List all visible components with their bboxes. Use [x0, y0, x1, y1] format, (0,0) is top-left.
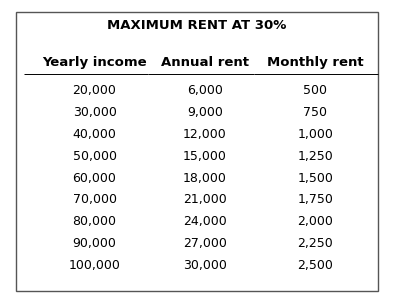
Text: 50,000: 50,000	[72, 150, 117, 163]
Text: 18,000: 18,000	[183, 172, 227, 185]
Text: 6,000: 6,000	[187, 85, 223, 97]
Text: 2,000: 2,000	[297, 215, 333, 228]
Text: 100,000: 100,000	[69, 259, 121, 272]
Text: Yearly income: Yearly income	[42, 56, 147, 68]
Text: 21,000: 21,000	[183, 194, 227, 206]
Text: 30,000: 30,000	[72, 106, 117, 119]
Text: 1,750: 1,750	[297, 194, 333, 206]
Text: Annual rent: Annual rent	[161, 56, 249, 68]
Text: 24,000: 24,000	[183, 215, 227, 228]
Text: 27,000: 27,000	[183, 237, 227, 250]
Text: 1,000: 1,000	[297, 128, 333, 141]
Text: 1,500: 1,500	[297, 172, 333, 185]
Text: 500: 500	[303, 85, 327, 97]
Text: 30,000: 30,000	[183, 259, 227, 272]
Text: 12,000: 12,000	[183, 128, 227, 141]
Text: Monthly rent: Monthly rent	[267, 56, 364, 68]
Text: 2,500: 2,500	[297, 259, 333, 272]
Text: 40,000: 40,000	[72, 128, 117, 141]
FancyBboxPatch shape	[16, 12, 378, 291]
Text: 60,000: 60,000	[72, 172, 117, 185]
Text: 70,000: 70,000	[72, 194, 117, 206]
Text: 750: 750	[303, 106, 327, 119]
Text: 9,000: 9,000	[187, 106, 223, 119]
Text: MAXIMUM RENT AT 30%: MAXIMUM RENT AT 30%	[107, 19, 287, 32]
Text: 20,000: 20,000	[72, 85, 117, 97]
Text: 1,250: 1,250	[297, 150, 333, 163]
Text: 80,000: 80,000	[72, 215, 117, 228]
Text: 90,000: 90,000	[72, 237, 117, 250]
Text: 15,000: 15,000	[183, 150, 227, 163]
Text: 2,250: 2,250	[297, 237, 333, 250]
